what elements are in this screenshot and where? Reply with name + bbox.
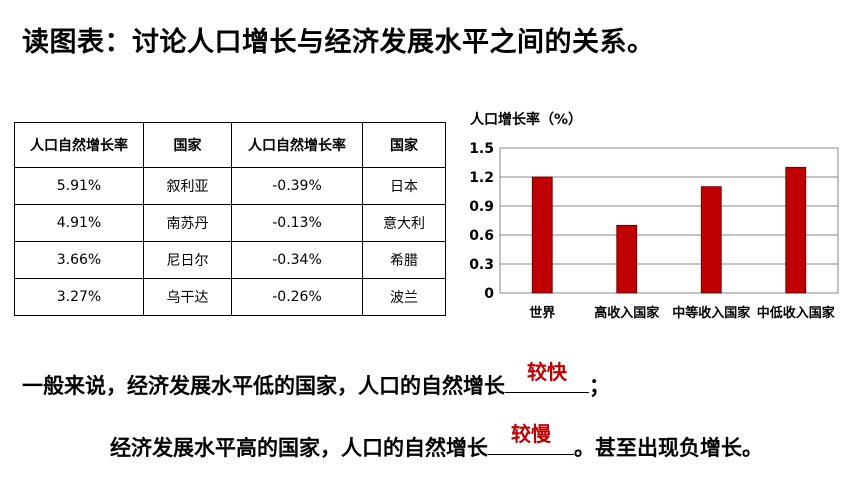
table-cell: 3.66% (14, 241, 144, 279)
answer-text: 较快 (527, 360, 567, 384)
y-tick-label: 0.6 (469, 228, 494, 244)
x-tick-label: 高收入国家 (594, 305, 660, 321)
table-cell: -0.34% (231, 241, 363, 279)
table-cell: 意大利 (362, 204, 446, 242)
y-tick-label: 0 (484, 286, 494, 302)
answer-blank: 较慢 (488, 422, 574, 455)
sentence-text: 一般来说，经济发展水平低的国家，人口的自然增长 (22, 374, 505, 398)
bar (785, 166, 807, 294)
bar (700, 186, 722, 294)
bar (531, 176, 553, 294)
y-tick-label: 0.9 (469, 199, 494, 215)
column-header: 国家 (362, 122, 446, 168)
table-cell: -0.39% (231, 167, 363, 205)
table-cell: 希腊 (362, 241, 446, 279)
sentence-text: 经济发展水平高的国家，人口的自然增长 (110, 436, 488, 460)
sentence-end: ； (589, 374, 610, 398)
table-cell: 波兰 (362, 278, 446, 316)
column-header: 人口自然增长率 (14, 122, 144, 168)
growth-rate-chart: 人口增长率（%） 1.5 1.2 0.9 0.6 0.3 0 世界 高收入国家 中等收入国家 中低… (460, 104, 860, 334)
bar (616, 224, 638, 294)
x-tick-label: 中等收入国家 (672, 305, 751, 321)
table-cell: 日本 (362, 167, 446, 205)
column-header: 人口自然增长率 (231, 122, 363, 168)
x-tick-label: 中低收入国家 (757, 305, 836, 321)
conclusion-sentence-1: 一般来说，经济发展水平低的国家，人口的自然增长 较快 ； (22, 360, 610, 400)
sentence-end: 。甚至出现负增长。 (574, 436, 763, 460)
table-row: 3.66% 尼日尔 -0.34% 希腊 (14, 241, 446, 279)
population-table: 人口自然增长率 国家 人口自然增长率 国家 5.91% 叙利亚 -0.39% 日… (14, 122, 446, 316)
table-cell: 乌干达 (143, 278, 232, 316)
column-header: 国家 (143, 122, 232, 168)
page-title: 读图表：讨论人口增长与经济发展水平之间的关系。 (22, 27, 655, 58)
answer-text: 较慢 (511, 422, 551, 446)
table-row: 3.27% 乌干达 -0.26% 波兰 (14, 278, 446, 316)
table-cell: -0.26% (231, 278, 363, 316)
table-row: 4.91% 南苏丹 -0.13% 意大利 (14, 204, 446, 242)
bar-chart-svg: 人口增长率（%） 1.5 1.2 0.9 0.6 0.3 0 世界 高收入国家 中等收入国家 中低… (469, 111, 839, 321)
table-row: 5.91% 叙利亚 -0.39% 日本 (14, 167, 446, 205)
table-cell: -0.13% (231, 204, 363, 242)
answer-blank: 较快 (505, 360, 589, 393)
table-header-row: 人口自然增长率 国家 人口自然增长率 国家 (14, 122, 446, 168)
table-cell: 3.27% (14, 278, 144, 316)
table-cell: 南苏丹 (143, 204, 232, 242)
table-cell: 叙利亚 (143, 167, 232, 205)
x-tick-label: 世界 (529, 305, 555, 321)
y-tick-label: 1.2 (469, 170, 494, 186)
y-tick-label: 1.5 (469, 141, 494, 157)
table-cell: 4.91% (14, 204, 144, 242)
table-cell: 尼日尔 (143, 241, 232, 279)
conclusion-sentence-2: 经济发展水平高的国家，人口的自然增长 较慢 。甚至出现负增长。 (110, 422, 763, 462)
y-tick-label: 0.3 (469, 257, 494, 273)
y-axis-label: 人口增长率（%） (470, 111, 582, 128)
table-cell: 5.91% (14, 167, 144, 205)
